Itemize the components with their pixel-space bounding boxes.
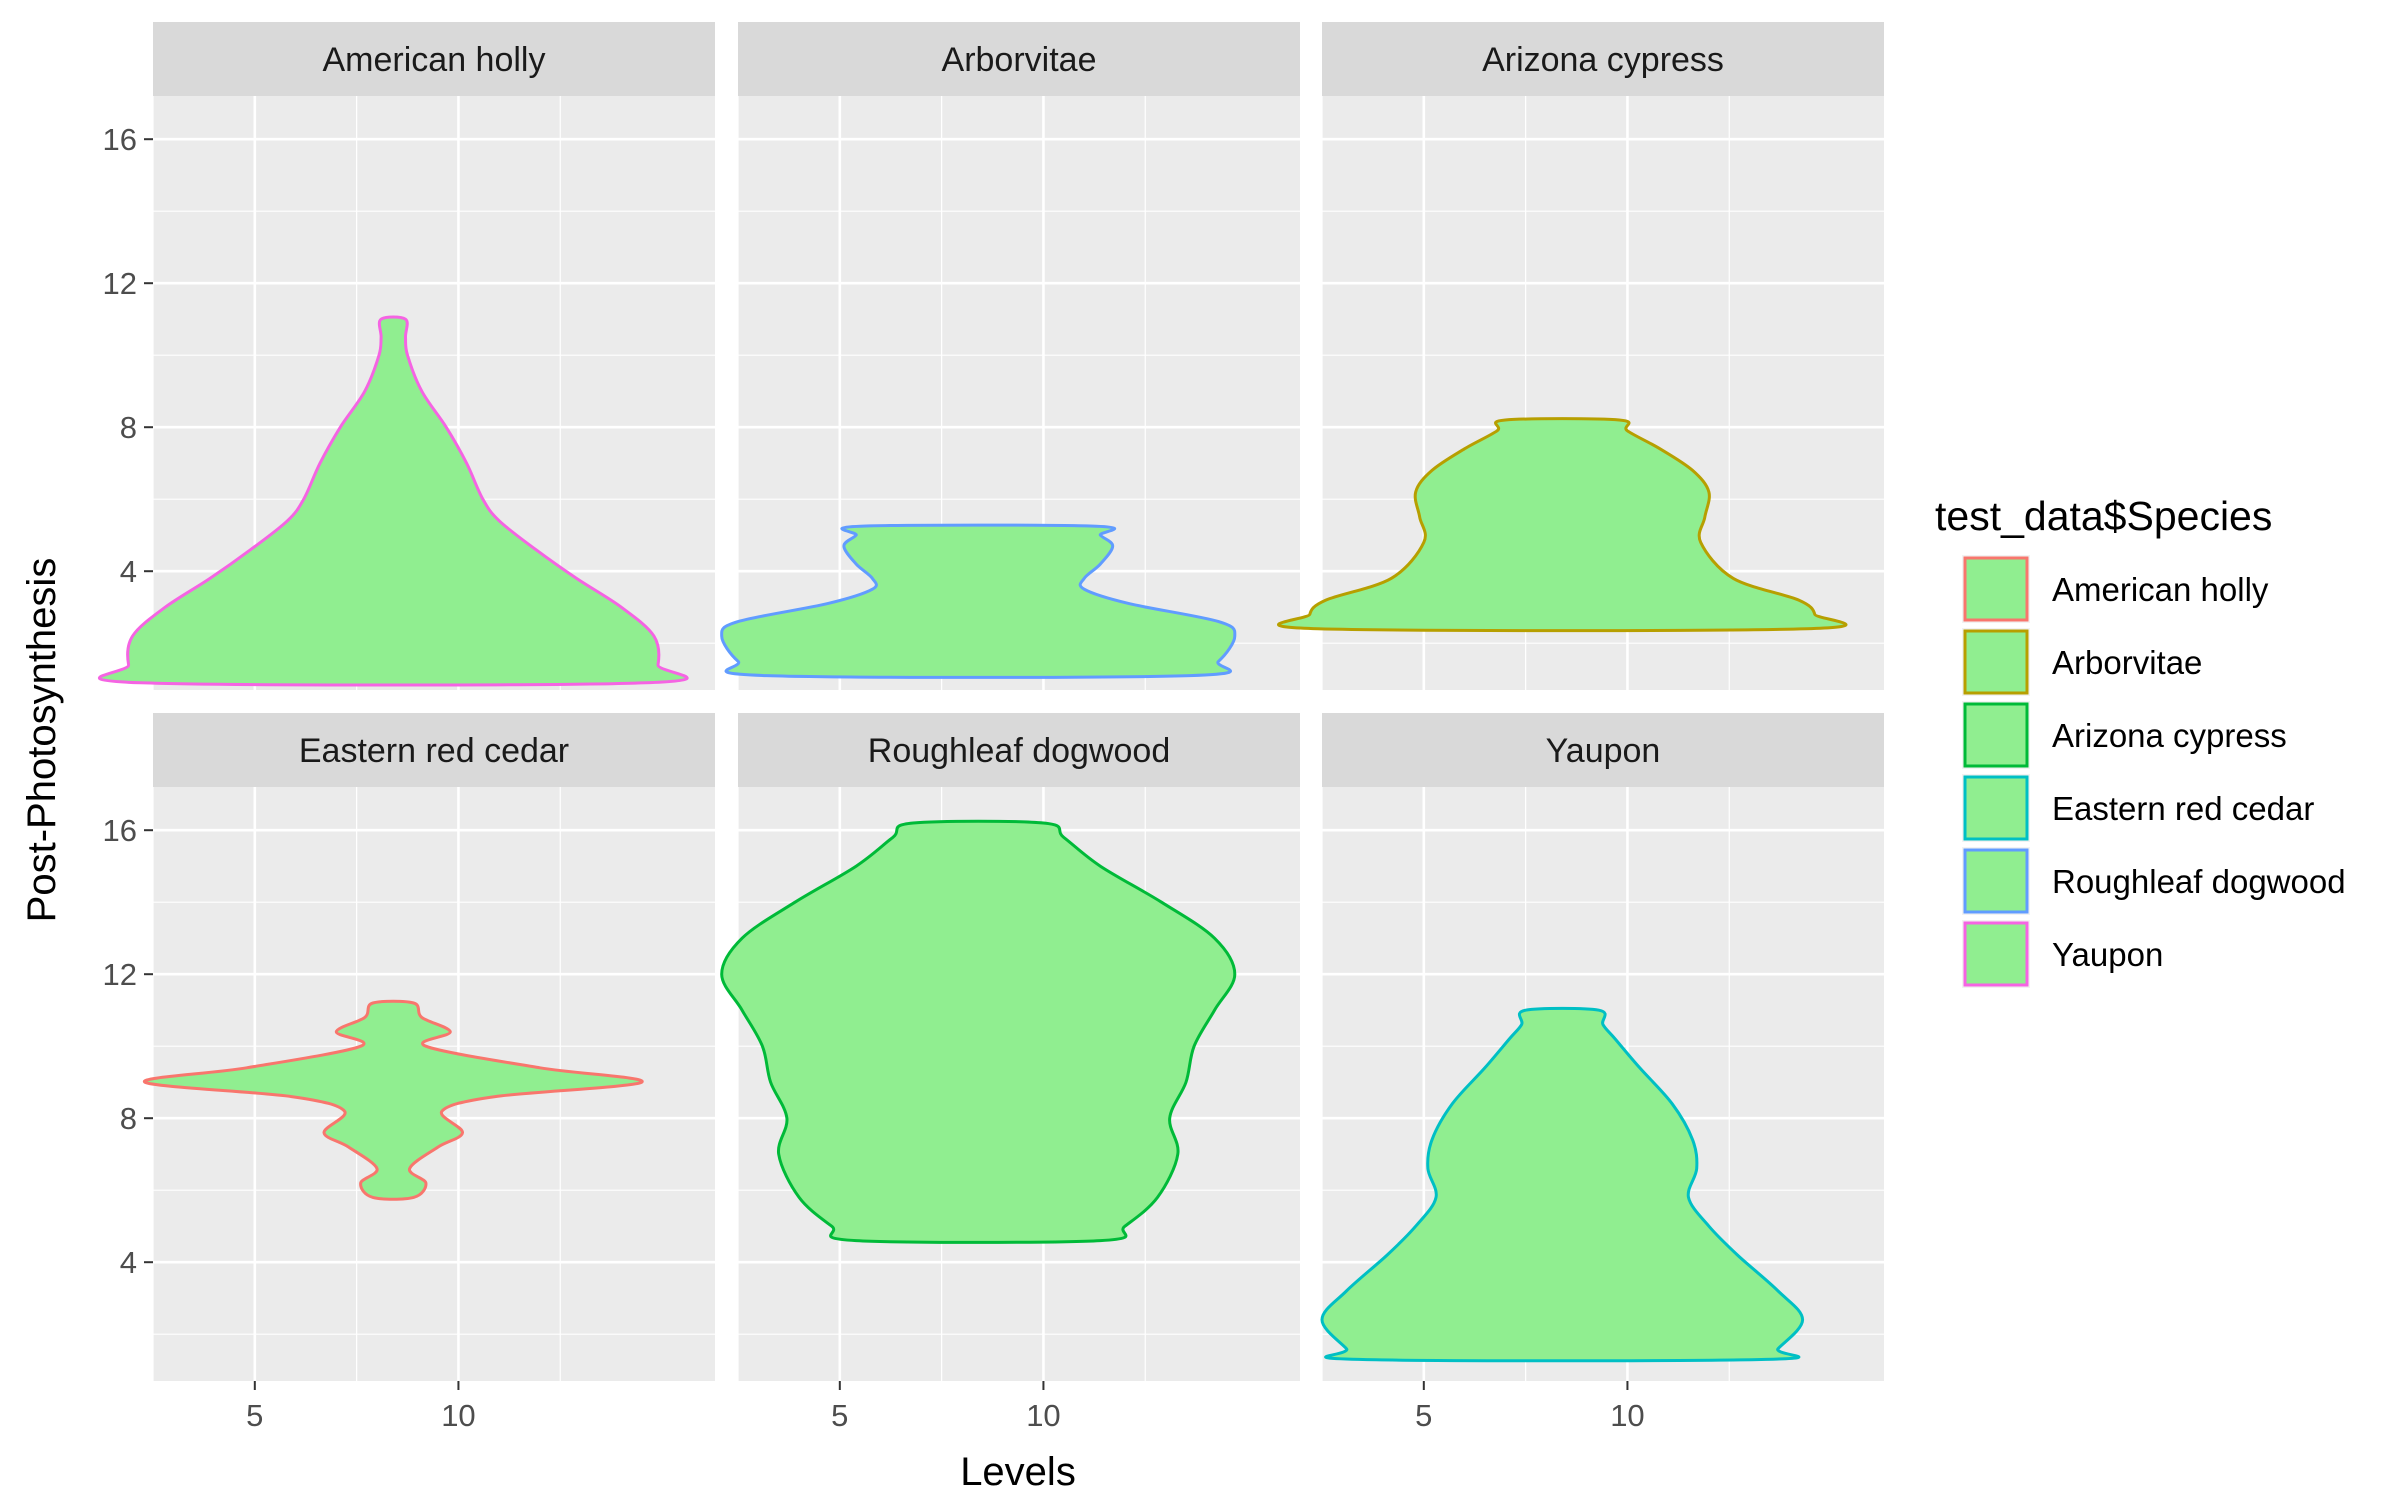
legend-item-yaupon: Yaupon — [1962, 920, 2163, 988]
violin-roughleaf-dogwood — [720, 819, 1237, 1244]
legend-swatch — [1963, 848, 2029, 914]
facet-panels: American holly Arborvitae Arizona cypress E… — [97, 22, 1884, 1381]
legend-item-roughleaf-dogwood: Roughleaf dogwood — [1962, 847, 2346, 915]
y-axis-title: Post-Photosynthesis — [20, 558, 64, 923]
facet-strip-label: Eastern red cedar — [299, 732, 569, 770]
y-tick-label: 4 — [120, 1245, 137, 1280]
axes: 4 8 12 16 4 8 12 16 5 10 5 10 5 10 — [103, 122, 1645, 1433]
y-tick-label: 16 — [103, 813, 137, 848]
x-tick-label: 5 — [1415, 1398, 1432, 1433]
legend-item-eastern-red-cedar: Eastern red cedar — [1962, 774, 2314, 842]
legend-swatch — [1963, 629, 2029, 695]
y-tick-label: 12 — [103, 957, 137, 992]
facet-strip — [738, 713, 1300, 787]
legend-swatch — [1963, 702, 2029, 768]
violin-american-holly — [97, 315, 689, 687]
facet-strip — [153, 22, 715, 96]
facet-panel-arizona-cypress: Arizona cypress — [1277, 22, 1884, 690]
legend-item-american-holly: American holly — [1962, 555, 2269, 623]
legend-label: American holly — [2052, 571, 2269, 608]
facet-panel-eastern-red-cedar: Eastern red cedar — [143, 713, 715, 1381]
facet-strip — [1322, 22, 1884, 96]
facet-panel-roughleaf-dogwood: Roughleaf dogwood — [720, 713, 1300, 1381]
facet-strip — [1322, 713, 1884, 787]
y-tick-label: 8 — [120, 410, 137, 445]
y-tick-label: 8 — [120, 1101, 137, 1136]
facet-strip — [738, 22, 1300, 96]
facet-panel-arborvitae: Arborvitae — [720, 22, 1300, 690]
x-tick-label: 5 — [831, 1398, 848, 1433]
facet-panel-american-holly: American holly — [97, 22, 715, 690]
violin-eastern-red-cedar — [143, 999, 644, 1201]
legend-label: Arborvitae — [2052, 644, 2202, 681]
facet-strip-label: Arborvitae — [942, 41, 1097, 79]
y-tick-label: 12 — [103, 266, 137, 301]
legend-item-arborvitae: Arborvitae — [1962, 628, 2202, 696]
violin-arizona-cypress — [1277, 417, 1848, 633]
legend: test_data$Species American holly Arborvit… — [1935, 493, 2346, 988]
x-axis-title: Levels — [960, 1450, 1076, 1494]
legend-label: Yaupon — [2052, 936, 2163, 973]
violin-yaupon — [1320, 1006, 1805, 1363]
x-tick-label: 10 — [1026, 1398, 1060, 1433]
legend-swatch — [1963, 775, 2029, 841]
legend-item-arizona-cypress: Arizona cypress — [1962, 701, 2287, 769]
facet-panel-yaupon: Yaupon — [1320, 713, 1884, 1381]
legend-label: Roughleaf dogwood — [2052, 863, 2346, 900]
legend-label: Eastern red cedar — [2052, 790, 2314, 827]
facet-strip-label: Roughleaf dogwood — [868, 732, 1170, 770]
legend-swatch — [1963, 556, 2029, 622]
facet-strip-label: American holly — [323, 41, 546, 79]
violin-arborvitae — [720, 523, 1237, 679]
facet-strip — [153, 713, 715, 787]
facet-strip-label: Yaupon — [1546, 732, 1661, 770]
x-tick-label: 5 — [246, 1398, 263, 1433]
y-tick-label: 16 — [103, 122, 137, 157]
facet-strip-label: Arizona cypress — [1482, 41, 1724, 79]
legend-title: test_data$Species — [1935, 493, 2272, 539]
x-tick-label: 10 — [1610, 1398, 1644, 1433]
y-tick-label: 4 — [120, 554, 137, 589]
legend-label: Arizona cypress — [2052, 717, 2287, 754]
legend-swatch — [1963, 921, 2029, 987]
x-tick-label: 10 — [441, 1398, 475, 1433]
